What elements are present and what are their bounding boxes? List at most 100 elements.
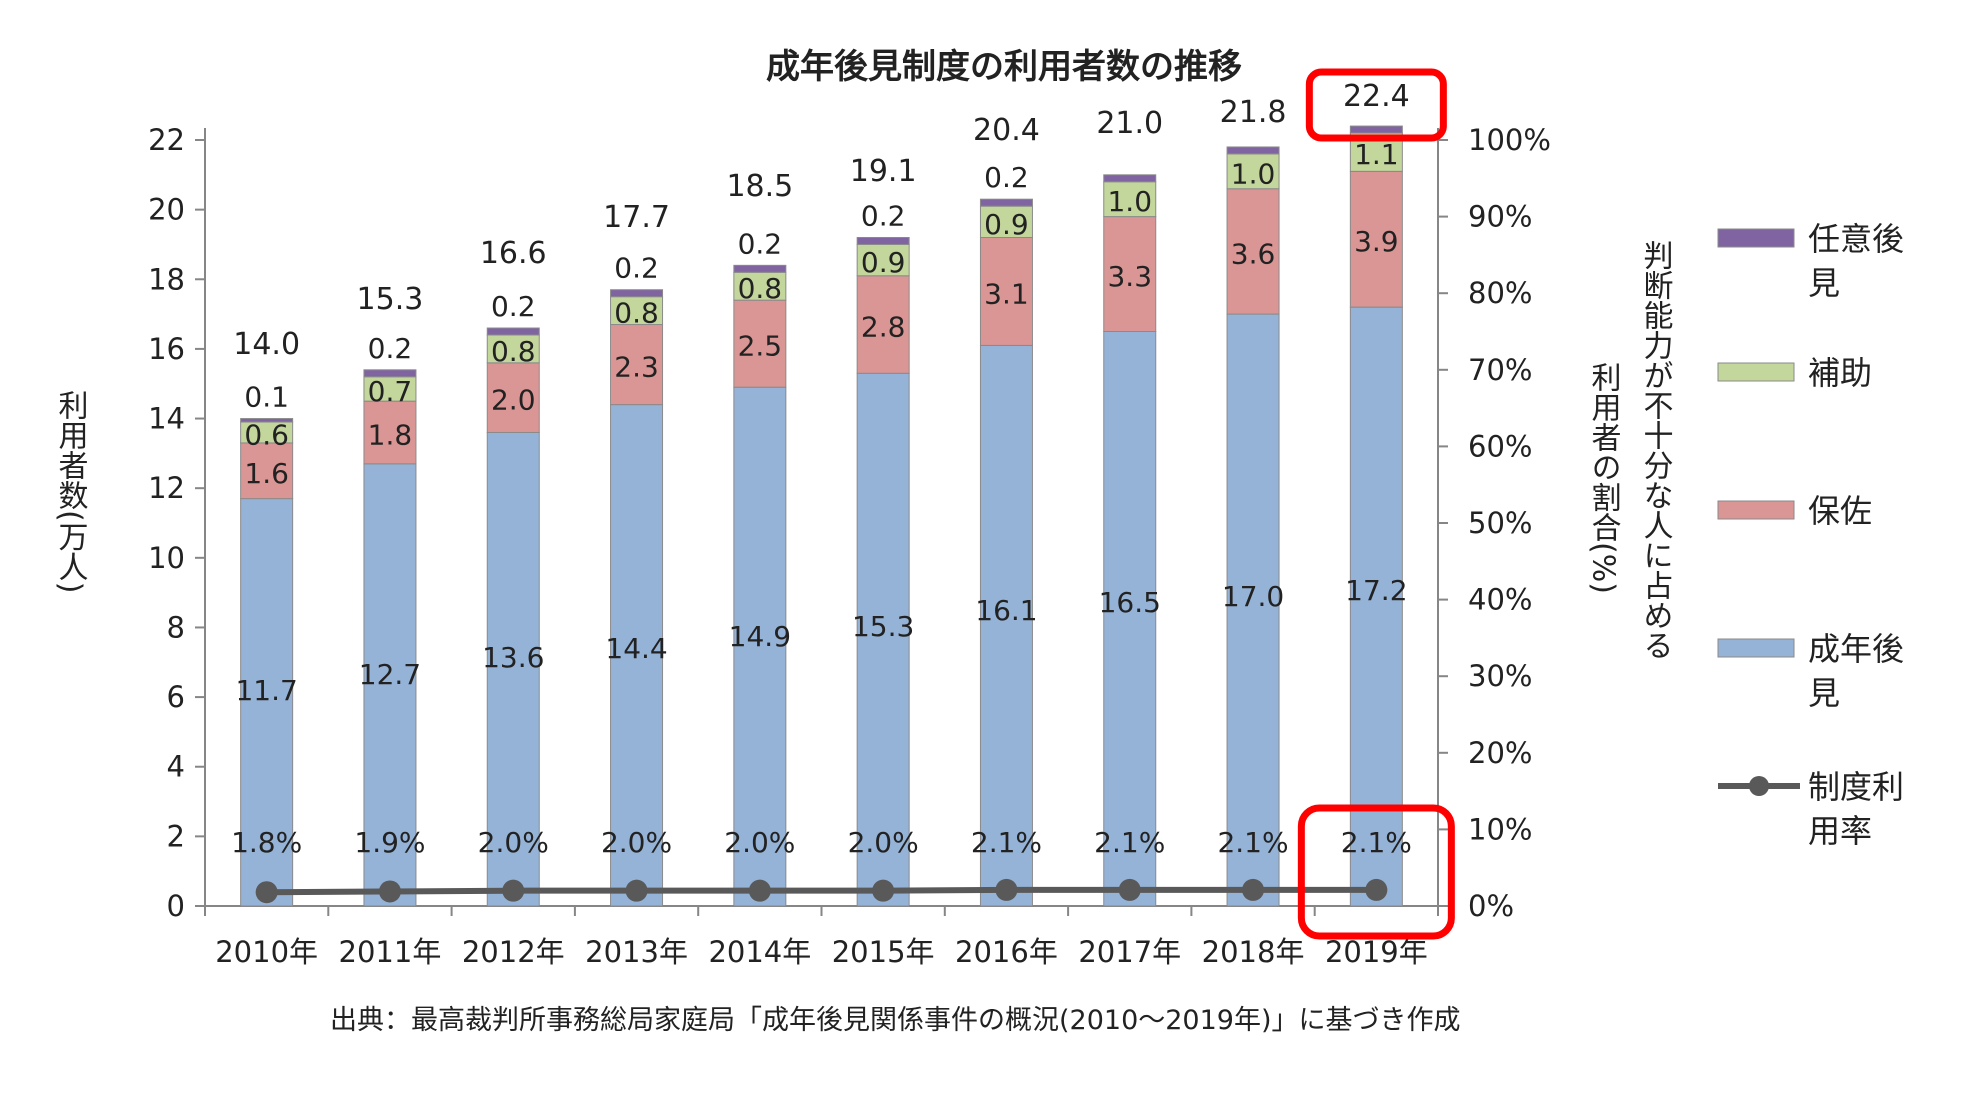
total-label: 22.4 <box>1343 79 1410 114</box>
y-tick-label: 8 <box>167 610 185 644</box>
x-tick-label: 2010年 <box>215 935 318 969</box>
segment-seinen-kouken <box>240 498 294 907</box>
rate-marker <box>1118 878 1141 901</box>
y-tick-label: 6 <box>167 680 185 714</box>
x-tick-label: 2012年 <box>462 935 565 969</box>
segment-label-nini: 0.2 <box>368 332 413 365</box>
segment-label-hosa: 2.0 <box>491 384 536 417</box>
segment-hojo <box>486 334 540 364</box>
rate-label: 2.0% <box>601 826 672 859</box>
segment-seinen-kouken <box>856 372 910 907</box>
segment-hosa <box>1103 216 1157 333</box>
segment-label-hojo: 0.7 <box>368 375 413 408</box>
segment-label-seinen: 15.3 <box>852 610 914 643</box>
legend-label: 保佐 <box>1808 492 1872 530</box>
segment-hosa <box>856 275 910 374</box>
y-tick-label: 10 <box>148 541 185 575</box>
legend-item: 補助 <box>1717 354 1872 392</box>
y2-tick-label: 50% <box>1468 506 1532 540</box>
segment-label-nini: 0.2 <box>984 161 1029 194</box>
y2-tick-label: 30% <box>1468 659 1532 693</box>
segment-nini-kouken <box>1349 125 1403 134</box>
segment-label-seinen: 16.5 <box>1099 586 1161 619</box>
y2-axis-title-left: 利用者の割合(%) <box>1586 362 1622 594</box>
rate-polyline <box>266 886 1377 896</box>
legend-swatch-marker <box>1749 776 1769 796</box>
total-label: 17.7 <box>603 200 670 235</box>
y2-tick-label: 10% <box>1468 812 1532 846</box>
x-tick-label: 2014年 <box>708 935 811 969</box>
segment-label-nini: 0.2 <box>861 199 906 232</box>
segment-hosa <box>1226 188 1280 315</box>
legend-label: 見 <box>1808 264 1840 302</box>
rate-label: 2.0% <box>724 826 795 859</box>
x-tick-label: 2016年 <box>955 935 1058 969</box>
rate-label: 2.0% <box>478 826 549 859</box>
y2-tick-label: 60% <box>1468 429 1532 463</box>
segment-hosa <box>610 324 664 406</box>
rate-label: 2.1% <box>1217 826 1288 859</box>
chart-title: 成年後見制度の利用者数の推移 <box>766 47 1242 87</box>
segment-label-seinen: 12.7 <box>359 658 421 691</box>
x-tick-label: 2011年 <box>339 935 442 969</box>
segment-label-hojo: 1.0 <box>1107 185 1152 218</box>
y-tick-label: 20 <box>148 193 185 227</box>
segment-hosa <box>979 236 1033 346</box>
source-note: 出典：最高裁判所事務総局家庭局「成年後見関係事件の概況(2010～2019年)」… <box>330 1005 1461 1036</box>
rate-marker <box>872 879 895 902</box>
segment-label-hojo: 1.1 <box>1354 138 1399 171</box>
segment-label-hojo: 0.8 <box>491 335 536 368</box>
segment-labels: 11.7 1.6 0.6 0.1 12.7 1.8 0.7 0.2 13.6 2.0 0.8 0.2 1… <box>235 138 1407 707</box>
segment-label-hojo: 0.9 <box>984 208 1029 241</box>
segment-label-hosa: 2.8 <box>861 311 906 344</box>
segment-label-seinen: 14.4 <box>605 632 667 665</box>
legend-swatch <box>1717 362 1795 382</box>
segment-label-hojo: 0.6 <box>244 418 289 451</box>
total-labels: 14.0 15.3 16.6 17.7 18.5 19.1 20.4 21.0 21.8 22.4 <box>233 79 1409 362</box>
segment-label-hojo: 0.8 <box>614 297 659 330</box>
segment-label-hosa: 3.3 <box>1107 260 1152 293</box>
segment-label-seinen: 13.6 <box>482 641 544 674</box>
segment-nini-kouken <box>240 418 294 423</box>
segment-seinen-kouken <box>979 344 1033 907</box>
legend-label: 見 <box>1808 674 1840 712</box>
segment-label-hosa: 2.3 <box>614 351 659 384</box>
y2-tick-label: 40% <box>1468 583 1532 617</box>
total-label: 20.4 <box>973 113 1040 148</box>
y-axis-title: 利用者数(万人) <box>53 390 89 593</box>
rate-marker <box>625 879 648 902</box>
y-tick-label: 14 <box>148 402 185 436</box>
total-label: 15.3 <box>357 282 424 317</box>
x-tick-label: 2013年 <box>585 935 688 969</box>
segment-label-hosa: 1.6 <box>244 457 289 490</box>
segment-nini-kouken <box>610 289 664 298</box>
x-tick-label: 2015年 <box>832 935 935 969</box>
segment-hosa <box>486 362 540 433</box>
segment-hosa <box>733 299 787 388</box>
segment-label-hojo: 1.0 <box>1231 157 1276 190</box>
segment-nini-kouken <box>1103 174 1157 183</box>
segment-label-hosa: 3.1 <box>984 277 1029 310</box>
segment-nini-kouken <box>486 327 540 336</box>
rate-label: 1.9% <box>354 826 425 859</box>
segment-hojo <box>363 376 417 402</box>
y-tick-label: 4 <box>167 750 185 784</box>
segment-label-seinen: 17.2 <box>1345 574 1407 607</box>
y-tick-label: 12 <box>148 471 185 505</box>
y2-axis-title-right: 判断能力が不十分な人に占める <box>1638 240 1673 660</box>
y2-tick-label: 70% <box>1468 353 1532 387</box>
segment-label-nini: 0.2 <box>491 290 536 323</box>
segment-label-hosa: 3.6 <box>1231 237 1276 270</box>
rate-marker <box>748 879 771 902</box>
segment-label-hosa: 3.9 <box>1354 225 1399 258</box>
segment-label-nini: 0.1 <box>244 381 289 414</box>
total-label: 21.0 <box>1096 106 1163 141</box>
segment-label-hosa: 2.5 <box>738 330 783 363</box>
rate-label: 2.1% <box>1341 826 1412 859</box>
rate-line: 1.8% 1.9% 2.0% 2.0% 2.0% 2.0% 2.1% 2.1% 2.1% 2.1% <box>231 68 1455 940</box>
legend-label: 制度利 <box>1808 768 1904 806</box>
rate-marker <box>995 878 1018 901</box>
segment-seinen-kouken <box>363 463 417 907</box>
